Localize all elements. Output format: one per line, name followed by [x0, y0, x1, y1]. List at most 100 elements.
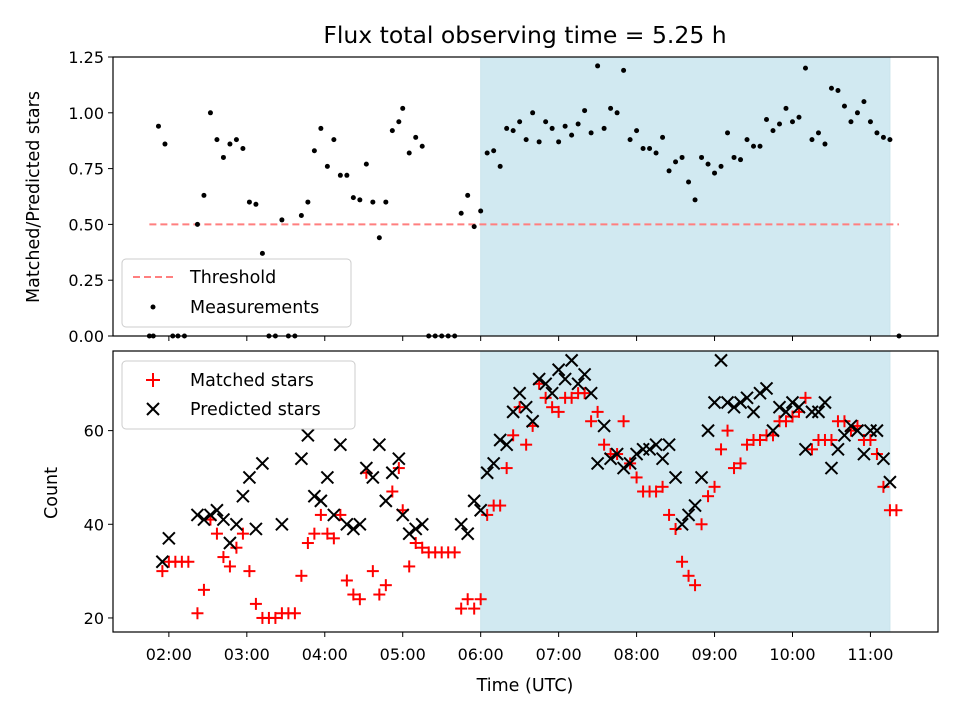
matched-stars-point: [805, 443, 818, 456]
counts-ylabel: Count: [42, 467, 62, 519]
measurement-point: [575, 121, 581, 127]
measurement-point: [776, 121, 782, 127]
measurement-point: [796, 114, 802, 120]
matched-stars-point: [890, 504, 903, 517]
predicted-stars-point: [668, 470, 683, 485]
y-tick-label: 0.75: [68, 160, 104, 179]
measurement-point: [751, 143, 757, 149]
predicted-stars-point: [294, 452, 309, 466]
measurement-point: [627, 137, 633, 143]
matched-stars-point: [230, 541, 243, 554]
predicted-stars-point: [577, 367, 592, 382]
matched-stars-point: [695, 518, 708, 531]
measurement-point: [634, 128, 640, 134]
measurement-point: [874, 130, 880, 136]
matched-stars-point: [403, 560, 416, 573]
predicted-stars-point: [402, 526, 416, 541]
matched-stars-point: [754, 433, 767, 446]
predicted-stars-point: [863, 423, 878, 438]
measurement-point: [201, 192, 207, 198]
predicted-stars-point: [818, 395, 832, 410]
matched-stars-point: [585, 415, 598, 428]
predicted-stars-point: [216, 512, 231, 527]
predicted-stars-point: [480, 466, 494, 480]
measurement-point: [357, 197, 363, 203]
measurement-point: [240, 146, 246, 152]
x-tick-label: 07:00: [536, 645, 582, 664]
measurement-point: [621, 67, 627, 73]
matched-stars-point: [321, 527, 334, 540]
ratio-axes-frame: [112, 56, 939, 337]
predicted-stars-point: [837, 428, 852, 443]
predicted-stars-point: [346, 522, 361, 536]
predicted-stars-point: [603, 452, 618, 466]
measurement-point: [608, 105, 614, 111]
ratio-legend-box: [121, 258, 352, 328]
measurement-point: [305, 199, 311, 205]
matched-stars-point: [288, 607, 301, 620]
x-tick-label: 10:00: [769, 645, 815, 664]
predicted-stars-point: [385, 466, 400, 480]
legend-measurements-swatch: [150, 304, 156, 310]
measurement-point: [363, 161, 369, 167]
predicted-stars-point: [759, 381, 774, 396]
measurement-point: [491, 148, 497, 154]
predicted-stars-point: [753, 386, 767, 400]
measurement-point: [543, 119, 549, 125]
matched-stars-point: [314, 508, 327, 521]
ratio-panel: 0.00 0.25 0.50 0.75 1.00 1.25 Matched/Predict…: [24, 48, 939, 346]
measurement-point: [350, 195, 356, 201]
measurement-point: [458, 210, 464, 216]
predicted-stars-point: [242, 470, 257, 485]
measurement-point: [640, 146, 646, 152]
measurement-point: [699, 154, 705, 160]
legend-predicted-label: Predicted stars: [190, 400, 321, 420]
y-tick-label: 0.50: [68, 215, 104, 234]
predicted-stars-point: [392, 452, 406, 466]
ratio-highlight-span: [480, 56, 891, 337]
y-tick-label: 1.00: [68, 104, 104, 123]
matched-stars-point: [676, 555, 689, 568]
measurement-point: [497, 163, 503, 169]
legend-predicted-swatch: [146, 402, 160, 416]
measurement-point: [517, 119, 523, 125]
predicted-stars-point: [249, 522, 263, 536]
matched-stars-point: [353, 593, 366, 606]
predicted-stars-point: [636, 442, 650, 457]
predicted-stars-point: [655, 452, 670, 466]
measurement-point: [679, 154, 685, 160]
predicted-stars-point: [824, 461, 839, 475]
measurement-point: [582, 108, 588, 114]
measurement-point: [653, 150, 659, 156]
measurement-point: [227, 141, 233, 147]
measurement-point: [718, 163, 724, 169]
legend-threshold-label: Threshold: [189, 268, 276, 288]
matched-stars-point: [656, 480, 669, 493]
predicted-stars-point: [564, 353, 579, 368]
matched-stars-point: [156, 565, 169, 578]
x-tick-label: 08:00: [614, 645, 660, 664]
predicted-stars-point: [203, 508, 218, 522]
predicted-stars-point: [558, 372, 572, 386]
measurement-point: [556, 139, 562, 145]
measurement-point: [562, 123, 568, 129]
predicted-stars-point: [538, 377, 553, 391]
x-axis-label: Time (UTC): [476, 676, 574, 696]
matched-stars-point: [366, 565, 379, 578]
predicted-stars-point: [792, 400, 806, 414]
matched-stars-point: [249, 597, 262, 610]
matched-stars-point: [340, 574, 353, 587]
measurement-point: [725, 130, 731, 136]
predicted-stars-point: [545, 386, 559, 400]
measurement-point: [744, 137, 750, 143]
measurement-point: [802, 65, 808, 71]
matched-stars-point: [728, 462, 741, 475]
measurement-point: [614, 110, 620, 116]
predicted-stars-point: [597, 419, 611, 433]
predicted-stars-point: [532, 372, 546, 386]
predicted-stars-point: [766, 423, 780, 438]
measurement-point: [465, 192, 471, 198]
predicted-stars-point: [551, 363, 566, 377]
predicted-stars-point: [740, 391, 754, 405]
predicted-stars-point: [805, 405, 819, 419]
